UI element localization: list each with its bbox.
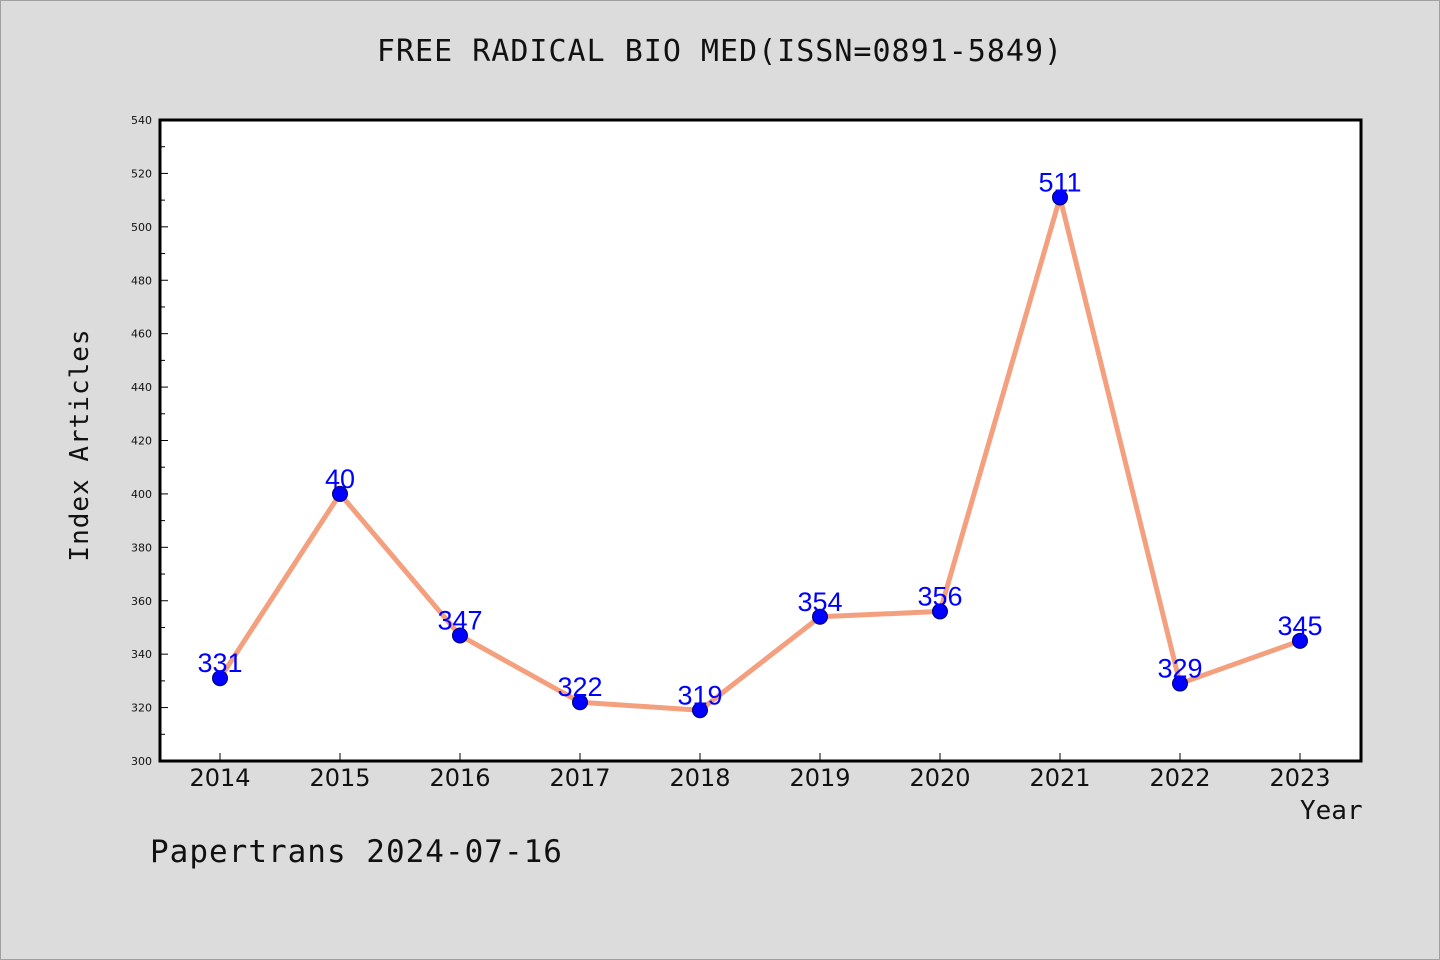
x-axis: 2014 2015 2016 2017 2018 2019 2020 2021 2022 2023 <box>189 753 1331 792</box>
x-tick-label: 2020 <box>909 764 970 792</box>
x-tick-label: 2019 <box>789 764 850 792</box>
x-tick-label: 2015 <box>309 764 370 792</box>
y-tick-label: 420 <box>131 435 152 448</box>
y-tick-label: 520 <box>131 167 152 180</box>
footer-credit: Papertrans 2024-07-16 <box>150 834 563 870</box>
data-point <box>812 608 828 625</box>
x-tick-label: 2018 <box>669 764 730 792</box>
data-point <box>692 702 708 719</box>
data-point <box>452 627 468 644</box>
data-label: 347 <box>437 605 482 635</box>
data-label: 329 <box>1157 654 1202 684</box>
y-tick-label: 480 <box>131 274 152 287</box>
data-label: 345 <box>1277 611 1322 641</box>
y-tick-label: 400 <box>131 488 152 501</box>
chart-title: FREE RADICAL BIO MED(ISSN=0891-5849) <box>376 34 1064 69</box>
data-point <box>212 670 228 687</box>
data-point <box>932 603 948 620</box>
y-tick-label: 460 <box>131 328 152 341</box>
data-label-group: 331 40 347 322 319 354 356 511 329 345 <box>197 167 1322 710</box>
plot-area <box>158 118 1363 763</box>
data-point <box>1292 632 1308 649</box>
x-axis-label: Year <box>1300 796 1363 826</box>
y-tick-label: 360 <box>131 595 152 608</box>
data-label: 319 <box>677 680 722 710</box>
x-tick-label: 2022 <box>1149 764 1210 792</box>
data-label: 331 <box>197 648 242 678</box>
data-label: 322 <box>557 672 602 702</box>
y-tick-label: 440 <box>131 381 152 394</box>
data-label: 356 <box>917 581 962 611</box>
data-label: 40 <box>325 464 355 494</box>
x-tick-label: 2021 <box>1029 764 1090 792</box>
marker-group <box>212 189 1308 719</box>
y-tick-label: 340 <box>131 648 152 661</box>
x-tick-label: 2016 <box>429 764 490 792</box>
y-tick-label: 380 <box>131 541 152 554</box>
x-tick-label: 2023 <box>1269 764 1330 792</box>
y-tick-label: 500 <box>131 221 152 234</box>
y-tick-label: 320 <box>131 702 152 715</box>
data-point <box>1172 675 1188 692</box>
y-tick-label: 540 <box>131 114 152 127</box>
y-tick-label: 300 <box>131 755 152 768</box>
x-tick-label: 2017 <box>549 764 610 792</box>
data-point <box>572 694 588 711</box>
data-label: 354 <box>797 587 842 617</box>
data-point <box>332 485 348 502</box>
data-label: 511 <box>1038 167 1081 197</box>
y-axis: 300 320 340 360 380 400 420 440 460 480 500 520 540 <box>131 114 168 768</box>
series-line <box>217 194 1303 713</box>
x-tick-label: 2014 <box>189 764 250 792</box>
data-point <box>1052 189 1068 206</box>
series-line-group <box>217 194 1303 713</box>
